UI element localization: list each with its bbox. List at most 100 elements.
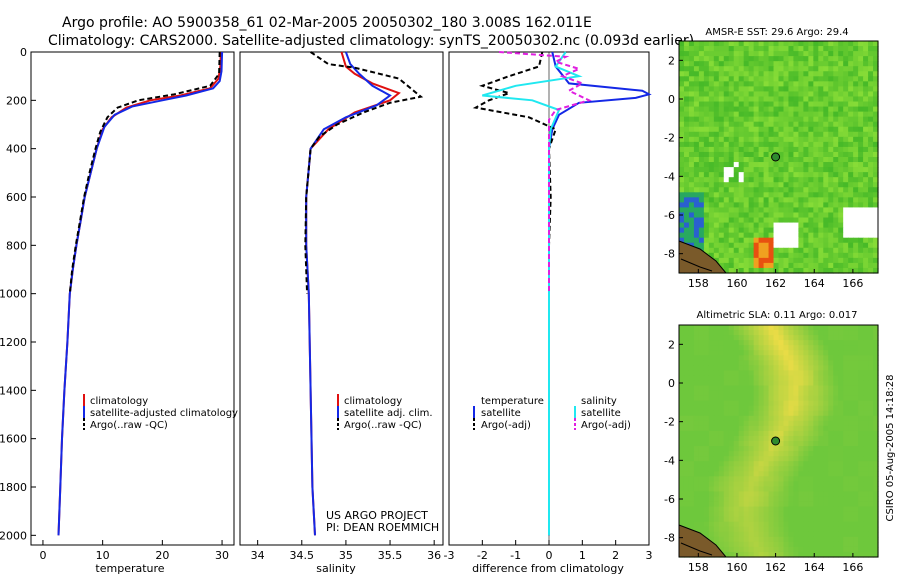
map-cell [833, 476, 839, 482]
map-cell [833, 66, 839, 72]
map-cell [703, 435, 710, 442]
map-cell [753, 551, 760, 558]
map-cell [788, 531, 795, 538]
map-cell [823, 207, 829, 214]
map-cell [688, 41, 695, 47]
map-cell [803, 541, 809, 548]
map-cell [718, 471, 725, 477]
map-cell [803, 476, 809, 482]
map-cell [788, 466, 795, 472]
map-cell [703, 41, 710, 47]
map-cell [788, 441, 795, 447]
map-cell [698, 521, 705, 528]
map-cell [823, 41, 829, 47]
map-cell [683, 106, 690, 113]
map-cell [788, 66, 795, 72]
map-cell [788, 541, 795, 548]
map-cell [768, 207, 775, 214]
map-cell [708, 536, 715, 543]
map-cell [843, 466, 849, 472]
map-cell [693, 146, 700, 153]
map-cell [723, 461, 730, 467]
map-cell [698, 66, 705, 72]
map-cell [698, 192, 705, 198]
map-cell [793, 71, 799, 77]
map-cell [718, 126, 725, 133]
map-cell [803, 157, 809, 163]
map-cell [843, 325, 849, 331]
map-cell [818, 486, 824, 493]
map-cell [679, 81, 685, 87]
map-cell [853, 101, 859, 108]
map-cell [808, 56, 814, 62]
map-cell [863, 380, 869, 387]
map-cell [848, 126, 854, 133]
map-cell [803, 141, 809, 148]
map-cell [683, 476, 690, 482]
map-cell [833, 237, 839, 244]
map-cell [813, 425, 819, 432]
map-cell [873, 506, 879, 513]
map-cell [833, 222, 839, 229]
map-cell [693, 446, 700, 452]
map-cell [793, 91, 799, 98]
legend-heading-temperature: temperature [481, 396, 544, 407]
map-cell [803, 232, 809, 239]
map-cell [703, 521, 710, 528]
map-cell [698, 91, 705, 98]
sst-map-title: AMSR-E SST: 29.6 Argo: 29.4 [705, 27, 848, 38]
map-cell [838, 136, 844, 143]
map-cell [838, 410, 844, 417]
map-cell [813, 345, 819, 351]
map-cell [838, 207, 844, 214]
map-cell [858, 247, 864, 254]
map-cell [753, 360, 760, 366]
map-cell [868, 131, 874, 138]
map-cell [788, 511, 795, 518]
map-cell [848, 41, 854, 47]
map-cell [813, 76, 819, 82]
map-cell [768, 330, 775, 336]
map-cell [803, 526, 809, 533]
map-cell [703, 345, 710, 351]
map-cell [728, 212, 735, 219]
map-cell [713, 111, 720, 118]
map-cell [713, 451, 720, 457]
map-cell [828, 46, 834, 52]
map-cell [793, 192, 799, 198]
map-cell [798, 360, 804, 366]
map-cell [808, 141, 814, 148]
map-cell [783, 446, 790, 452]
map-cell [768, 212, 775, 219]
map-cell [833, 506, 839, 513]
map-cell [713, 121, 720, 128]
map-cell [868, 395, 874, 402]
map-cell [708, 187, 715, 193]
map-cell [713, 242, 720, 249]
map-cell [768, 242, 775, 249]
map-cell [713, 335, 720, 341]
map-cell [863, 501, 869, 508]
map-cell [743, 242, 750, 249]
map-cell [688, 151, 695, 158]
map-cell [853, 380, 859, 387]
map-cell [683, 212, 690, 219]
map-cell [788, 101, 795, 108]
map-cell [758, 157, 765, 163]
map-cell [853, 496, 859, 503]
map-cell [778, 116, 785, 123]
series-satellite-adj-clim- [305, 51, 392, 536]
map-cell [843, 441, 849, 447]
map-cell [698, 56, 705, 62]
map-cell [708, 496, 715, 503]
map-cell [728, 551, 735, 558]
map-cell [833, 511, 839, 518]
map-cell [733, 400, 740, 407]
map-cell [788, 451, 795, 457]
map-cell [773, 521, 780, 528]
map-cell [733, 106, 740, 113]
map-cell [703, 101, 710, 108]
map-cell [703, 242, 710, 249]
map-cell [788, 187, 795, 193]
map-cell [748, 41, 755, 47]
